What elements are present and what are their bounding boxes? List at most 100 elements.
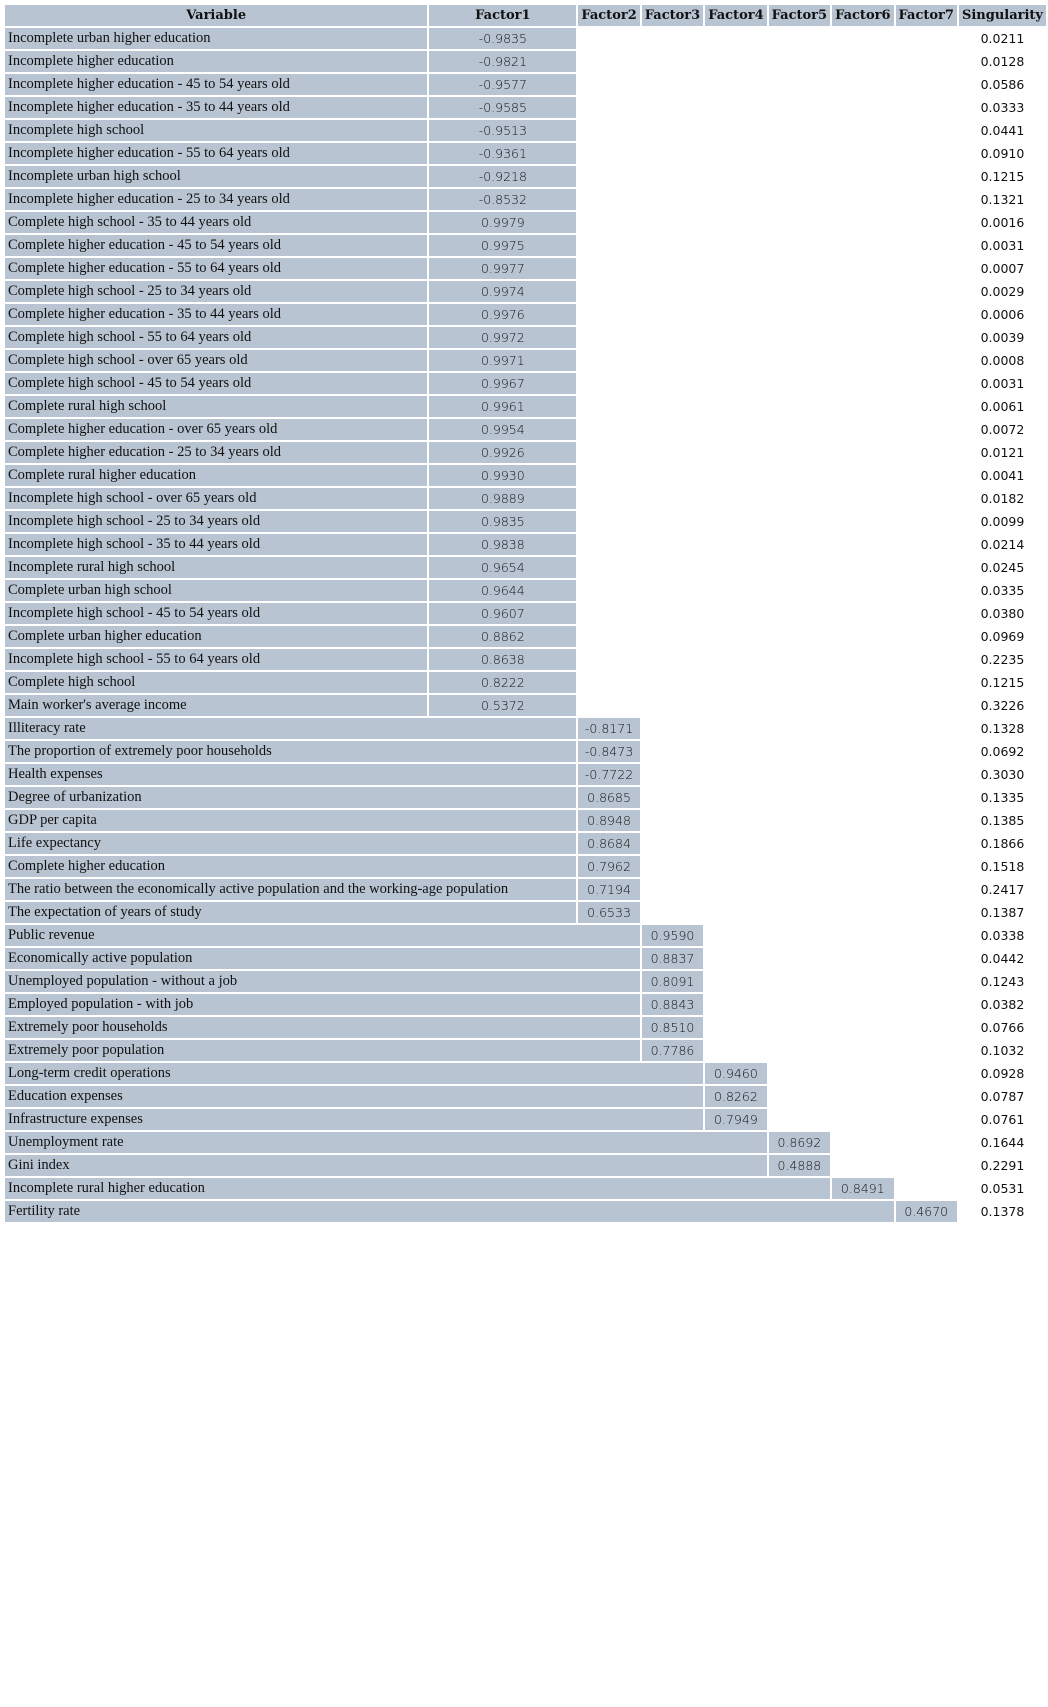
empty-factor-cells bbox=[578, 672, 957, 693]
factor1-loading-cell: 0.9977 bbox=[429, 258, 577, 279]
empty-factor-cells bbox=[578, 373, 957, 394]
singularity-cell: 0.3030 bbox=[980, 767, 1025, 782]
empty-factor-cells bbox=[642, 879, 957, 900]
singularity-cell: 0.2291 bbox=[980, 1158, 1025, 1173]
variable-cell: Illiteracy rate bbox=[5, 718, 577, 739]
empty-factor-cells bbox=[705, 948, 957, 969]
empty-factor-cells bbox=[769, 1109, 957, 1130]
variable-cell: Degree of urbanization bbox=[5, 787, 577, 808]
table-row: Education expenses 0.8262 0.0787 bbox=[5, 1086, 1046, 1107]
variable-cell: Complete higher education bbox=[5, 856, 577, 877]
singularity-cell: 0.3226 bbox=[980, 698, 1025, 713]
empty-factor-cells bbox=[578, 557, 957, 578]
empty-factor-cells bbox=[578, 304, 957, 325]
table-row: Long-term credit operations 0.9460 0.0928 bbox=[5, 1063, 1046, 1084]
variable-cell: Extremely poor households bbox=[5, 1017, 640, 1038]
singularity-cell: 0.0006 bbox=[980, 307, 1025, 322]
table-row: Complete rural higher education 0.9930 0.0… bbox=[5, 465, 1046, 486]
variable-cell: Incomplete high school - over 65 years o… bbox=[5, 488, 428, 509]
variable-cell: Incomplete high school bbox=[5, 120, 428, 141]
header-factor4: Factor4 bbox=[705, 5, 767, 26]
table-row: Incomplete rural higher education 0.8491 0… bbox=[5, 1178, 1046, 1199]
factor1-loading-cell: 0.8638 bbox=[429, 649, 577, 670]
variable-cell: Complete high school bbox=[5, 672, 428, 693]
variable-cell: Complete high school - 25 to 34 years ol… bbox=[5, 281, 428, 302]
factor1-loading-cell: 0.9961 bbox=[429, 396, 577, 417]
table-row: Incomplete high school -0.9513 0.0441 bbox=[5, 120, 1046, 141]
empty-factor-cells bbox=[705, 1040, 957, 1061]
singularity-cell: 0.2417 bbox=[980, 882, 1025, 897]
table-row: Main worker's average income 0.5372 0.3226 bbox=[5, 695, 1046, 716]
empty-factor-cells bbox=[578, 488, 957, 509]
factor1-loading-cell: -0.9821 bbox=[429, 51, 577, 72]
table-row: Incomplete high school - 35 to 44 years … bbox=[5, 534, 1046, 555]
variable-cell: The proportion of extremely poor househo… bbox=[5, 741, 577, 762]
table-row: Infrastructure expenses 0.7949 0.0761 bbox=[5, 1109, 1046, 1130]
singularity-cell: 0.0333 bbox=[980, 100, 1025, 115]
singularity-cell: 0.0382 bbox=[980, 997, 1025, 1012]
variable-cell: The expectation of years of study bbox=[5, 902, 577, 923]
header-factor7: Factor7 bbox=[895, 5, 957, 26]
table-row: Complete high school - over 65 years old… bbox=[5, 350, 1046, 371]
table-row: Fertility rate 0.4670 0.1378 bbox=[5, 1201, 1046, 1222]
variable-cell: Unemployment rate bbox=[5, 1132, 767, 1153]
empty-factor-cells bbox=[578, 166, 957, 187]
empty-factor-cells bbox=[832, 1155, 957, 1176]
table-row: Complete high school - 35 to 44 years ol… bbox=[5, 212, 1046, 233]
singularity-cell: 0.0586 bbox=[980, 77, 1025, 92]
factor1-loading-cell: 0.5372 bbox=[429, 695, 577, 716]
empty-factor-cells bbox=[705, 971, 957, 992]
factor1-loading-cell: -0.9361 bbox=[429, 143, 577, 164]
singularity-cell: 0.0531 bbox=[980, 1181, 1025, 1196]
singularity-cell: 0.1215 bbox=[980, 169, 1025, 184]
table-row: Complete higher education - 55 to 64 yea… bbox=[5, 258, 1046, 279]
singularity-cell: 0.0211 bbox=[980, 31, 1025, 46]
empty-factor-cells bbox=[642, 856, 957, 877]
table-row: Incomplete higher education - 35 to 44 y… bbox=[5, 97, 1046, 118]
variable-cell: Complete higher education - 55 to 64 yea… bbox=[5, 258, 428, 279]
factor2-loading-cell: -0.7722 bbox=[578, 764, 640, 785]
factor1-loading-cell: -0.8532 bbox=[429, 189, 577, 210]
table-row: Incomplete high school - 25 to 34 years … bbox=[5, 511, 1046, 532]
table-row: Complete higher education - 45 to 54 yea… bbox=[5, 235, 1046, 256]
empty-factor-cells bbox=[642, 787, 957, 808]
table-row: Incomplete high school - 45 to 54 years … bbox=[5, 603, 1046, 624]
table-row: Complete higher education 0.7962 0.1518 bbox=[5, 856, 1046, 877]
singularity-cell: 0.0928 bbox=[980, 1066, 1025, 1081]
table-row: Incomplete high school - 55 to 64 years … bbox=[5, 649, 1046, 670]
singularity-cell: 0.0969 bbox=[980, 629, 1025, 644]
singularity-cell: 0.1032 bbox=[980, 1043, 1025, 1058]
singularity-cell: 0.0692 bbox=[980, 744, 1025, 759]
variable-cell: Incomplete higher education - 35 to 44 y… bbox=[5, 97, 428, 118]
table-row: Extremely poor households 0.8510 0.0766 bbox=[5, 1017, 1046, 1038]
variable-cell: Employed population - with job bbox=[5, 994, 640, 1015]
table-row: Complete high school 0.8222 0.1215 bbox=[5, 672, 1046, 693]
factor4-loading-cell: 0.9460 bbox=[705, 1063, 767, 1084]
empty-factor-cells bbox=[578, 603, 957, 624]
table-row: Complete rural high school 0.9961 0.0061 bbox=[5, 396, 1046, 417]
table-row: Complete high school - 55 to 64 years ol… bbox=[5, 327, 1046, 348]
empty-factor-cells bbox=[578, 580, 957, 601]
empty-factor-cells bbox=[642, 902, 957, 923]
table-row: Incomplete higher education -0.9821 0.0128 bbox=[5, 51, 1046, 72]
factor1-loading-cell: 0.9975 bbox=[429, 235, 577, 256]
factor3-loading-cell: 0.9590 bbox=[641, 925, 704, 946]
empty-factor-cells bbox=[705, 1017, 957, 1038]
factor4-loading-cell: 0.8262 bbox=[705, 1086, 767, 1107]
singularity-cell: 0.0072 bbox=[980, 422, 1025, 437]
singularity-cell: 0.0442 bbox=[980, 951, 1025, 966]
factor-loadings-table: Variable Factor1 Factor2 Factor3 Factor4… bbox=[3, 3, 1048, 1224]
empty-factor-cells bbox=[578, 235, 957, 256]
table-row: Incomplete rural high school 0.9654 0.0245 bbox=[5, 557, 1046, 578]
table-row: Unemployed population - without a job 0.8… bbox=[5, 971, 1046, 992]
table-body: Incomplete urban higher education -0.9835… bbox=[5, 28, 1046, 1222]
factor1-loading-cell: 0.9654 bbox=[429, 557, 577, 578]
singularity-cell: 0.0008 bbox=[980, 353, 1025, 368]
table-row: Complete urban higher education 0.8862 0.0… bbox=[5, 626, 1046, 647]
factor1-loading-cell: -0.9218 bbox=[429, 166, 577, 187]
singularity-cell: 0.0245 bbox=[980, 560, 1025, 575]
table-row: Degree of urbanization 0.8685 0.1335 bbox=[5, 787, 1046, 808]
factor1-loading-cell: 0.9954 bbox=[429, 419, 577, 440]
singularity-cell: 0.0029 bbox=[980, 284, 1025, 299]
empty-factor-cells bbox=[578, 695, 957, 716]
